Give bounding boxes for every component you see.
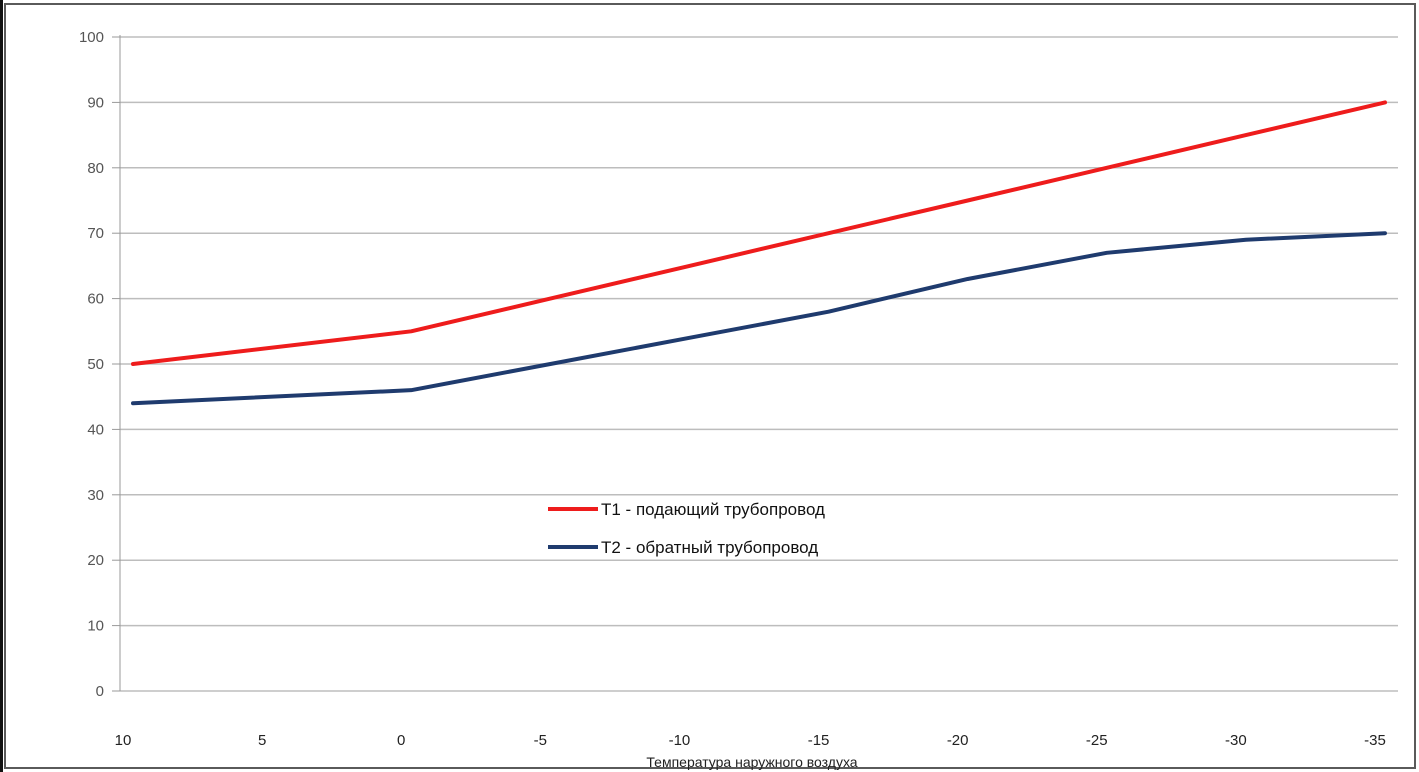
x-axis-ticks: 10 5 0 -5 -10 -15 -20 -25 -30 -35: [115, 732, 1386, 749]
x-tick-label: 10: [115, 732, 132, 749]
x-tick-label: -5: [534, 732, 547, 749]
gridlines: [112, 35, 1398, 692]
y-tick-label: 80: [87, 160, 104, 177]
legend-label-2: T2 - обратный трубопровод: [601, 538, 818, 557]
x-tick-label: -35: [1364, 732, 1386, 749]
series-line-2: [131, 231, 1387, 406]
y-tick-label: 20: [87, 552, 104, 569]
x-tick-label: 5: [258, 732, 266, 749]
legend: T1 - подающий трубопровод T2 - обратный т…: [548, 500, 825, 557]
chart-frame: [4, 3, 1416, 769]
y-tick-label: 50: [87, 356, 104, 373]
x-tick-label: -10: [669, 732, 691, 749]
y-tick-label: 10: [87, 618, 104, 635]
y-tick-label: 100: [79, 29, 104, 46]
image-edge-strip: [0, 0, 3, 772]
y-tick-label: 0: [96, 683, 104, 700]
x-tick-label: -20: [947, 732, 969, 749]
y-tick-label: 70: [87, 225, 104, 242]
y-tick-label: 30: [87, 487, 104, 504]
y-tick-label: 40: [87, 421, 104, 438]
legend-label-1: T1 - подающий трубопровод: [601, 500, 825, 519]
x-tick-label: 0: [397, 732, 405, 749]
x-tick-label: -15: [808, 732, 830, 749]
x-tick-label: -30: [1225, 732, 1247, 749]
y-tick-label: 60: [87, 291, 104, 308]
x-tick-label: -25: [1086, 732, 1108, 749]
y-tick-label: 90: [87, 94, 104, 111]
y-axis-ticks: 0 10 20 30 40 50 60 70 80 90 100: [79, 29, 104, 700]
series-lines: [131, 100, 1387, 406]
series-line-1: [131, 100, 1387, 366]
x-axis-label: Температура наружного воздуха: [646, 754, 857, 770]
